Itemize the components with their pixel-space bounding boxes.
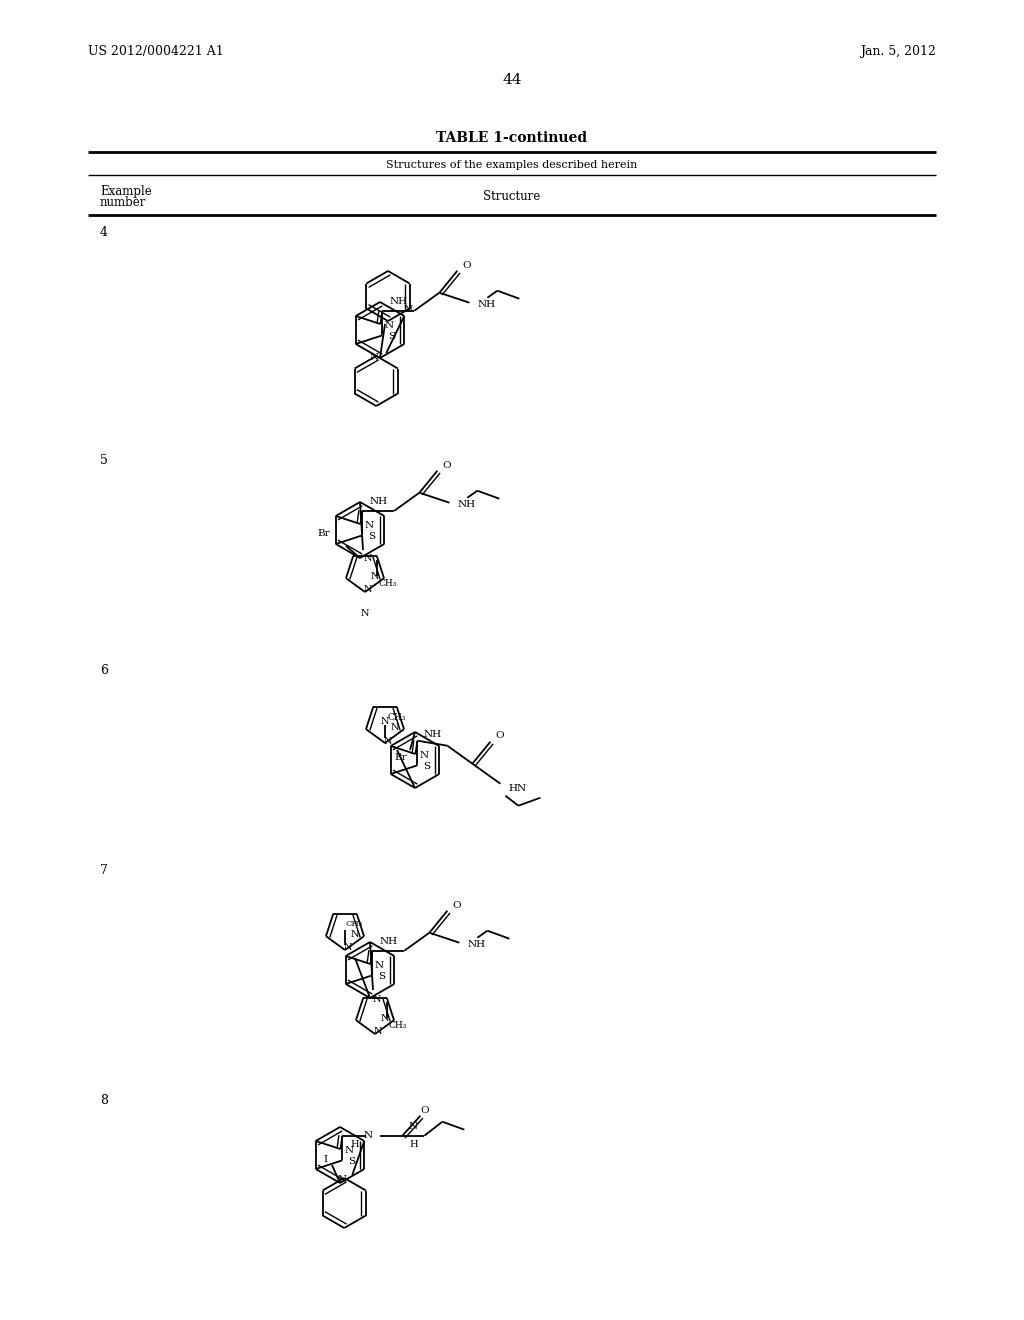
Text: H: H (409, 1140, 418, 1150)
Text: 4: 4 (100, 226, 108, 239)
Text: S: S (423, 762, 430, 771)
Text: NH: NH (389, 297, 408, 306)
Text: N: N (344, 944, 352, 953)
Text: N: N (375, 961, 384, 970)
Text: NH: NH (467, 940, 485, 949)
Text: NH: NH (370, 498, 387, 506)
Text: N: N (344, 1146, 353, 1155)
Text: N: N (370, 352, 379, 362)
Text: N: N (364, 1131, 373, 1140)
Text: N: N (351, 929, 359, 939)
Text: N: N (381, 717, 389, 726)
Text: 5: 5 (100, 454, 108, 466)
Text: NH: NH (379, 937, 397, 946)
Text: NH: NH (458, 500, 475, 510)
Text: CH₃: CH₃ (389, 1022, 408, 1031)
Text: Br: Br (394, 754, 407, 763)
Text: O: O (453, 902, 461, 911)
Text: Br: Br (317, 528, 330, 537)
Text: N: N (365, 520, 374, 529)
Text: Example: Example (100, 185, 152, 198)
Text: N: N (420, 751, 429, 759)
Text: CH₃: CH₃ (346, 920, 362, 928)
Text: N: N (385, 321, 393, 330)
Text: N: N (364, 554, 372, 564)
Text: H: H (350, 1140, 358, 1150)
Text: Structures of the examples described herein: Structures of the examples described her… (386, 160, 638, 170)
Text: O: O (420, 1106, 429, 1115)
Text: CH₃: CH₃ (379, 579, 397, 589)
Text: number: number (100, 197, 146, 210)
Text: Structure: Structure (483, 190, 541, 203)
Text: HN: HN (508, 784, 526, 793)
Text: N: N (381, 1014, 389, 1023)
Text: N: N (373, 995, 381, 1005)
Text: S: S (379, 972, 385, 981)
Text: US 2012/0004221 A1: US 2012/0004221 A1 (88, 45, 224, 58)
Text: N: N (391, 722, 399, 731)
Text: CH₃: CH₃ (387, 713, 406, 722)
Text: N: N (371, 572, 379, 581)
Text: 7: 7 (100, 863, 108, 876)
Text: N: N (374, 1027, 382, 1036)
Text: O: O (496, 731, 504, 741)
Text: Jan. 5, 2012: Jan. 5, 2012 (860, 45, 936, 58)
Text: O: O (442, 461, 451, 470)
Text: N: N (360, 610, 370, 619)
Text: I: I (324, 1155, 328, 1163)
Text: 6: 6 (100, 664, 108, 676)
Text: S: S (369, 532, 376, 541)
Text: N: N (403, 305, 413, 314)
Text: S: S (348, 1156, 355, 1166)
Text: NH: NH (423, 730, 441, 739)
Text: S: S (388, 331, 395, 341)
Text: NH: NH (477, 300, 496, 309)
Text: 44: 44 (502, 73, 522, 87)
Text: N: N (338, 1175, 347, 1184)
Text: N: N (384, 737, 392, 746)
Text: O: O (463, 261, 471, 271)
Text: N: N (364, 586, 373, 594)
Text: TABLE 1-continued: TABLE 1-continued (436, 131, 588, 145)
Text: 8: 8 (100, 1093, 108, 1106)
Text: N: N (409, 1122, 418, 1131)
